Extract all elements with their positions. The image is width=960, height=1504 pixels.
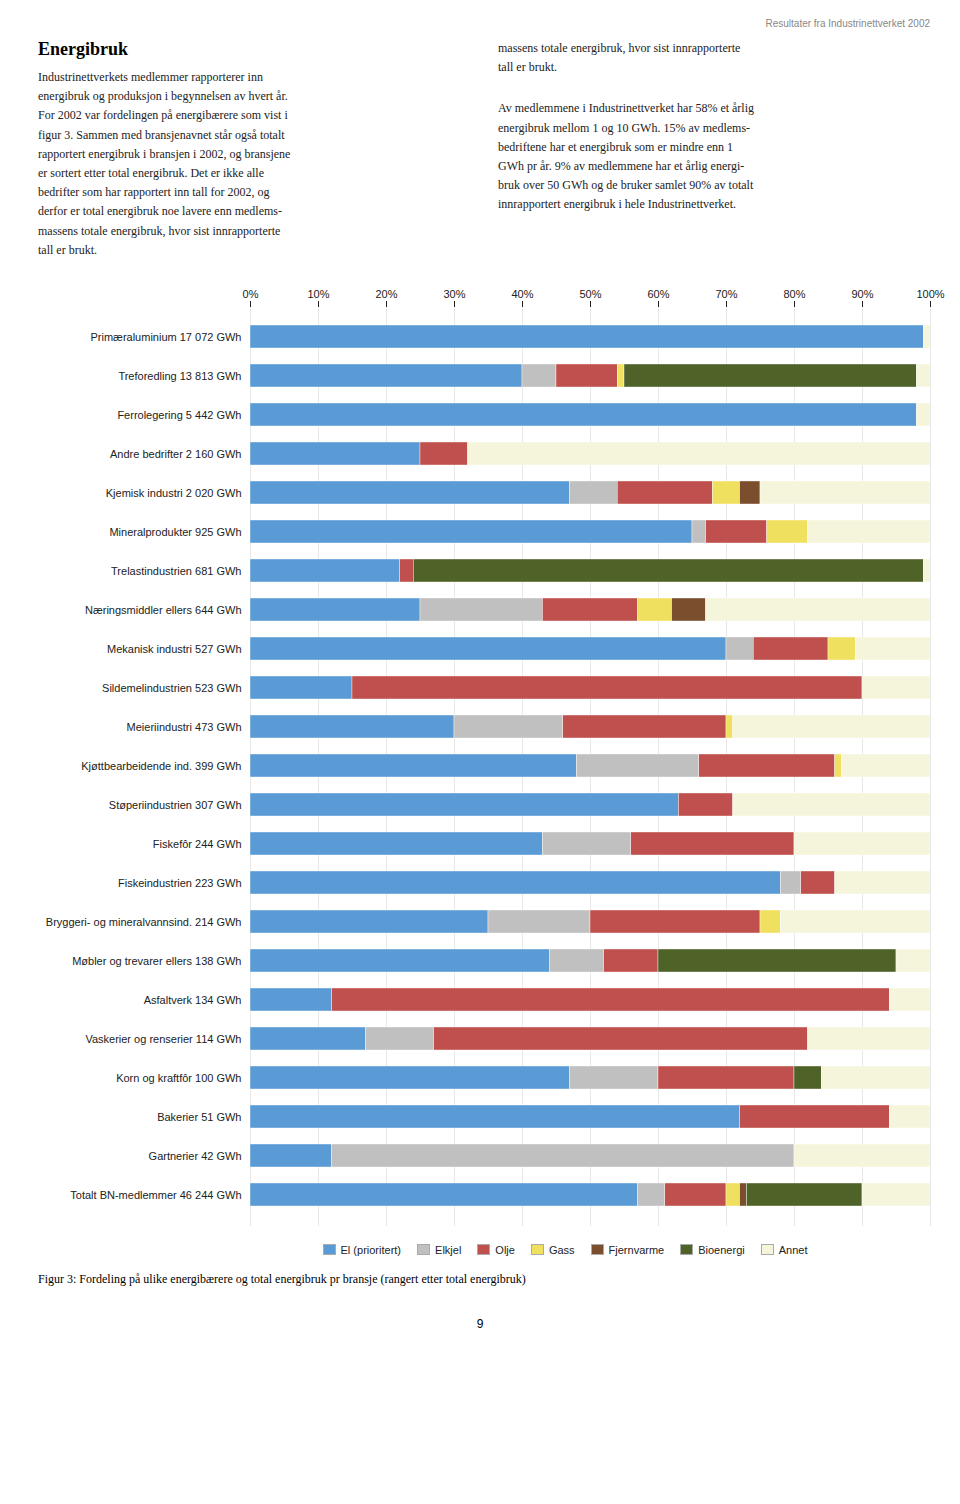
svg-text:60%: 60% <box>647 287 669 299</box>
svg-text:Kjøttbearbeidende ind. 399 GWh: Kjøttbearbeidende ind. 399 GWh <box>81 759 241 771</box>
html-text:Olje: Olje <box>495 1243 515 1256</box>
svg-text:100%: 100% <box>916 287 944 299</box>
svg-text:10%: 10% <box>307 287 329 299</box>
svg-text:Fiskeindustrien 223 GWh: Fiskeindustrien 223 GWh <box>118 876 242 888</box>
html-text:Elkjel: Elkjel <box>435 1243 462 1256</box>
svg-text:Totalt BN-medlemmer 46 244 GWh: Totalt BN-medlemmer 46 244 GWh <box>70 1188 241 1200</box>
html-text:Figur 3: Fordeling på ulike en: Figur 3: Fordeling på ulike energibærere… <box>38 1271 526 1286</box>
html-text:Gass: Gass <box>548 1243 575 1256</box>
svg-text:30%: 30% <box>443 287 465 299</box>
svg-text:90%: 90% <box>851 287 873 299</box>
svg-text:Fiskefôr 244 GWh: Fiskefôr 244 GWh <box>153 837 242 849</box>
svg-text:Korn og kraftfôr 100 GWh: Korn og kraftfôr 100 GWh <box>116 1071 241 1083</box>
html-text:Energibruk: Energibruk <box>38 39 128 59</box>
svg-text:Støperiindustrien 307 GWh: Støperiindustrien 307 GWh <box>109 798 242 810</box>
svg-text:80%: 80% <box>783 287 805 299</box>
html-text:Bioenergi: Bioenergi <box>698 1243 745 1256</box>
html-text:Annet: Annet <box>778 1243 808 1256</box>
svg-text:Bakerier 51 GWh: Bakerier 51 GWh <box>157 1110 241 1122</box>
svg-text:Næringsmiddler ellers 644 GWh: Næringsmiddler ellers 644 GWh <box>85 603 242 615</box>
svg-text:70%: 70% <box>715 287 737 299</box>
html-text:9: 9 <box>476 1316 484 1331</box>
svg-text:20%: 20% <box>375 287 397 299</box>
svg-text:Sildemelindustrien 523 GWh: Sildemelindustrien 523 GWh <box>102 681 241 693</box>
svg-text:Kjemisk industri 2 020 GWh: Kjemisk industri 2 020 GWh <box>106 486 242 498</box>
svg-text:Ferrolegering 5 442 GWh: Ferrolegering 5 442 GWh <box>117 408 241 420</box>
svg-text:Møbler og trevarer ellers 138: Møbler og trevarer ellers 138 GWh <box>72 954 241 966</box>
svg-text:Mineralprodukter 925 GWh: Mineralprodukter 925 GWh <box>109 525 241 537</box>
svg-text:Asfaltverk 134 GWh: Asfaltverk 134 GWh <box>144 993 242 1005</box>
html-text:El (prioritert): El (prioritert) <box>340 1243 401 1256</box>
html-text:massens totale energibruk, hvo: massens totale energibruk, hvor sist inn… <box>498 41 741 75</box>
svg-text:Meieriindustri 473 GWh: Meieriindustri 473 GWh <box>127 720 242 732</box>
svg-text:Andre bedrifter 2 160 GWh: Andre bedrifter 2 160 GWh <box>110 447 241 459</box>
svg-text:Bryggeri- og mineralvannsind.: Bryggeri- og mineralvannsind. 214 GWh <box>46 915 242 927</box>
html-text:Industrinettverkets medlemmer: Industrinettverkets medlemmer rapportere… <box>38 70 291 257</box>
svg-text:40%: 40% <box>511 287 533 299</box>
html-text:Av medlemmene i Industrinettve: Av medlemmene i Industrinettverket har 5… <box>498 101 754 212</box>
svg-text:0%: 0% <box>243 287 259 299</box>
svg-text:Mekanisk industri 527 GWh: Mekanisk industri 527 GWh <box>107 642 242 654</box>
html-text:Fjernvarme: Fjernvarme <box>608 1243 665 1256</box>
svg-text:Treforedling 13 813 GWh: Treforedling 13 813 GWh <box>118 369 241 381</box>
svg-text:Vaskerier og renserier 114 GWh: Vaskerier og renserier 114 GWh <box>85 1032 241 1044</box>
html-text:Resultater fra Industrinettver: Resultater fra Industrinettverket 2002 <box>765 18 930 29</box>
svg-text:50%: 50% <box>579 287 601 299</box>
svg-text:Primæraluminium 17 072 GWh: Primæraluminium 17 072 GWh <box>91 330 242 342</box>
svg-text:Trelastindustrien 681 GWh: Trelastindustrien 681 GWh <box>111 564 241 576</box>
svg-text:Gartnerier 42 GWh: Gartnerier 42 GWh <box>149 1149 242 1161</box>
